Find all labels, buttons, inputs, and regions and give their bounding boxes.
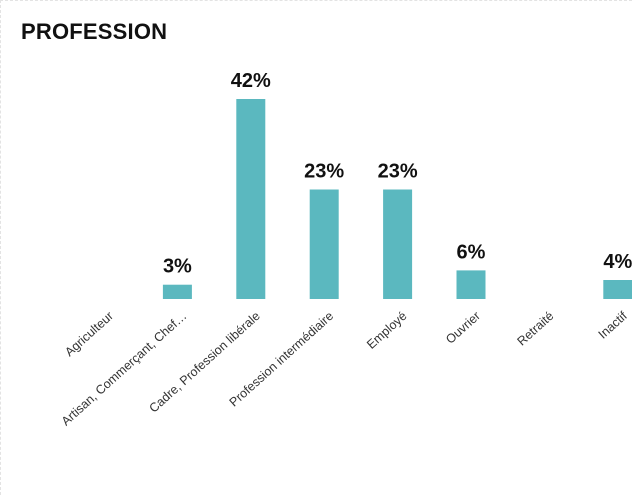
bar-5	[456, 270, 486, 299]
chart-title: PROFESSION	[21, 19, 168, 44]
category-label-0: Agriculteur	[62, 309, 116, 359]
data-label-4: 23%	[378, 161, 418, 183]
bar-7	[603, 280, 632, 299]
bar-4	[383, 189, 413, 299]
bar-3	[309, 189, 339, 299]
data-label-1: 3%	[163, 256, 192, 278]
category-label-7: Inactif	[596, 308, 631, 341]
category-label-5: Ouvrier	[443, 309, 483, 347]
category-label-1: Artisan, Commerçant, Chef…	[59, 309, 190, 429]
category-label-4: Employé	[364, 309, 410, 352]
data-label-7: 4%	[603, 251, 632, 273]
data-label-3: 23%	[304, 161, 344, 183]
bar-2	[236, 99, 266, 299]
bar-1	[162, 284, 192, 299]
data-label-5: 6%	[457, 241, 486, 263]
data-label-2: 42%	[231, 70, 271, 92]
category-label-6: Retraité	[515, 309, 557, 349]
